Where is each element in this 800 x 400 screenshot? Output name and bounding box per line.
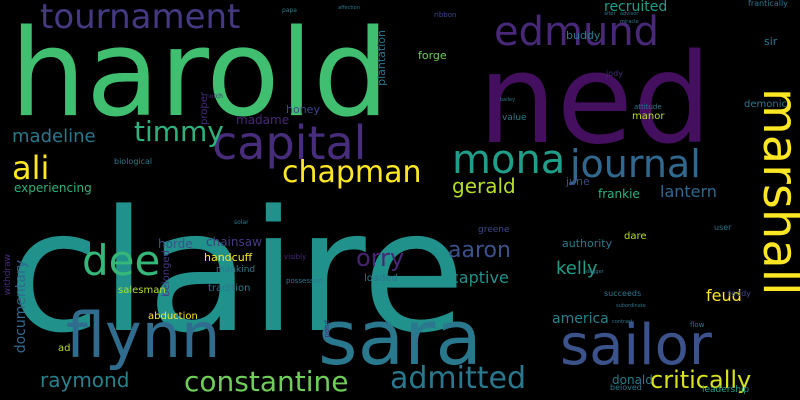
word-lantern: lantern [660,182,717,201]
word-authority: authority [562,237,613,250]
word-frankie: frankie [598,187,640,201]
word-tournament: tournament [40,0,241,37]
word-america: america [552,311,609,327]
word-attitude: attitude [634,103,662,111]
word-loaded: loaded [364,273,398,284]
word-notch: notch [206,93,223,100]
word-miracle: miracle [620,19,639,25]
word-greene: greene [478,225,510,235]
word-aaron: aaron [448,238,511,263]
word-horde: horde [158,237,193,251]
word-demonic: demonic [744,99,787,110]
word-ned: ned [478,28,712,172]
word-user: user [714,223,732,232]
word-subordinate: subordinate [616,303,646,309]
word-teddy: teddy [728,289,751,298]
word-dagger: dagger [586,269,604,275]
word-dee: dee [82,236,161,285]
word-honey: honey [286,103,320,116]
word-documentary: documentary [13,260,29,354]
word-journal: journal [570,142,701,186]
word-pond: pond [323,320,331,338]
word-jody: jody [606,69,623,78]
word-timmy: timmy [134,115,224,148]
word-bailey: bailey [500,97,516,103]
word-feud: feud [706,286,742,305]
word-constantine: constantine [184,365,349,398]
word-sir: sir [764,35,778,48]
word-leadership: leadership [702,385,750,395]
word-gerald: gerald [452,174,516,198]
word-harold: harold [10,5,390,144]
word-alter: alter [604,11,616,17]
word-madame: madame [236,113,290,127]
word-handcuff: handcuff [204,251,253,264]
word-kelly: kelly [556,258,598,279]
word-manor: manor [632,111,665,122]
word-marshall: marshall [752,88,800,296]
word-papa: papa [282,7,297,14]
word-experiencing: experiencing [14,181,92,195]
word-ali: ali [12,149,50,187]
word-captive: captive [450,268,509,287]
word-succeeds: succeeds [604,289,642,298]
word-chainsaw: chainsaw [206,235,262,249]
word-salesman: salesman [118,285,166,296]
word-mona: mona [452,137,566,183]
word-capital: capital [212,116,367,170]
word-ad: ad [58,343,71,354]
word-chapman: chapman [282,155,422,190]
word-advisor: advisor [620,11,639,17]
word-admitted: admitted [390,361,527,396]
word-withdraw: withdraw [3,254,13,296]
word-edmund: edmund [494,9,660,55]
word-value: value [502,113,527,123]
word-orry: orry [356,244,405,272]
word-plantation: plantation [375,30,388,86]
word-june: june [566,175,590,188]
word-biological: biological [114,157,153,166]
word-contrast: contrast [612,319,633,325]
word-flynn: flynn [66,299,221,372]
word-beloved: beloved [610,383,642,392]
word-abduction: abduction [148,311,198,322]
word-buddy: buddy [566,29,601,42]
word-claire: claire [8,174,466,370]
word-critically: critically [650,366,752,394]
word-mankind: mankind [216,265,256,275]
word-visibly: visibly [284,253,307,261]
word-dare: dare [624,231,647,242]
word-flow: flow [690,321,705,329]
word-raymond: raymond [40,368,130,392]
word-frantically: frantically [748,0,788,8]
word-possessed: possessed [286,277,323,285]
word-forge: forge [418,49,447,62]
word-donald: donald [612,373,653,387]
word-ram: ram [376,319,392,328]
word-solar: solar [234,219,249,226]
word-ribbon: ribbon [434,11,457,19]
word-affection: affection [338,5,360,11]
word-madeline: madeline [12,126,96,147]
word-sailor: sailor [560,313,712,378]
word-recruited: recruited [604,0,668,15]
word-sara: sara [318,293,482,382]
word-tradition: tradition [208,283,251,294]
